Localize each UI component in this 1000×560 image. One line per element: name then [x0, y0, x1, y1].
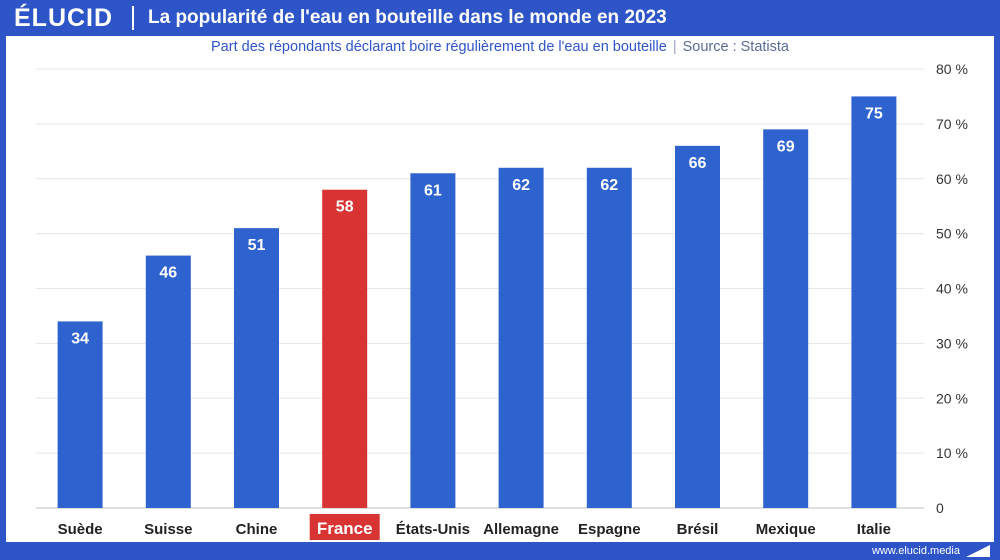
x-tick-label: Mexique — [756, 521, 816, 538]
logo-divider — [132, 6, 134, 30]
data-label: 75 — [865, 105, 883, 122]
y-tick-label: 20 % — [936, 390, 968, 406]
y-tick-label: 80 % — [936, 61, 968, 77]
x-tick-label: Chine — [236, 521, 278, 538]
subtitle-separator: | — [672, 39, 677, 55]
bar — [763, 129, 809, 509]
data-label: 46 — [159, 265, 177, 282]
footer-url: www.elucid.media — [871, 545, 960, 557]
x-tick-label: Italie — [857, 521, 891, 538]
data-label: 62 — [600, 177, 618, 194]
bar — [57, 321, 103, 508]
y-tick-label: 30 % — [936, 335, 968, 351]
y-tick-label: 50 % — [936, 226, 968, 242]
bar — [675, 145, 720, 508]
chart-subtitle-line: Part des répondants déclarant boire régu… — [0, 38, 1000, 56]
bar — [145, 255, 191, 508]
data-label: 58 — [336, 199, 354, 216]
highlight-label-box — [309, 514, 380, 540]
header-bar: ÉLUCID La popularité de l'eau en bouteil… — [0, 0, 1000, 36]
brand-mark-icon — [966, 545, 990, 557]
x-tick-label: Espagne — [578, 521, 641, 538]
bar — [410, 173, 456, 508]
y-tick-label: 40 % — [936, 281, 968, 297]
y-tick-label: 60 % — [936, 171, 968, 187]
data-label: 62 — [512, 177, 530, 194]
y-tick-label: 10 % — [936, 445, 968, 461]
x-tick-label: États-Unis — [396, 521, 470, 538]
y-tick-label: 0 — [936, 500, 944, 516]
bar — [498, 167, 544, 508]
brand-logo: ÉLUCID — [14, 4, 114, 32]
data-label: 61 — [424, 182, 442, 199]
y-tick-label: 70 % — [936, 116, 968, 132]
x-tick-label: Suisse — [144, 521, 192, 538]
bar — [586, 167, 632, 508]
chart-title: La popularité de l'eau en bouteille dans… — [148, 7, 667, 28]
x-tick-label: France — [317, 519, 373, 538]
data-label: 69 — [777, 138, 795, 155]
bar — [851, 96, 897, 508]
x-tick-label: Suède — [58, 521, 103, 538]
x-tick-label: Allemagne — [483, 521, 559, 538]
footer-bar: www.elucid.media — [0, 542, 1000, 560]
bar — [322, 189, 368, 508]
data-label: 51 — [248, 237, 266, 254]
x-tick-label: Brésil — [677, 521, 719, 538]
bar — [234, 228, 279, 508]
data-label: 34 — [71, 330, 89, 347]
chart-source: Source : Statista — [682, 39, 789, 55]
chart-subtitle: Part des répondants déclarant boire régu… — [211, 39, 667, 55]
data-label: 66 — [689, 155, 707, 172]
